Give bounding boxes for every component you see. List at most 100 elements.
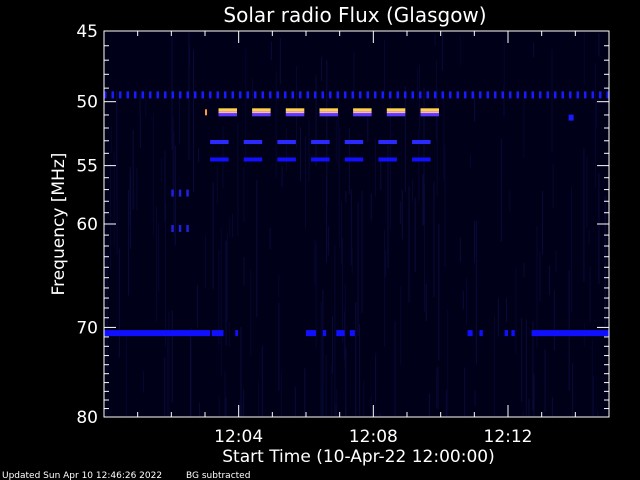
- noise-streak: [225, 397, 227, 417]
- emission-segment: [546, 91, 549, 99]
- emission-segment: [366, 91, 369, 99]
- emission-pulse: [344, 157, 364, 162]
- noise-streak: [224, 372, 226, 417]
- noise-streak: [572, 363, 574, 417]
- emission-layer: [104, 91, 609, 337]
- emission-pulse: [243, 140, 263, 144]
- emission-segment: [299, 91, 302, 99]
- noise-streak: [335, 404, 337, 417]
- noise-streak: [390, 101, 392, 230]
- emission-pulse: [210, 140, 229, 144]
- noise-streak: [243, 257, 245, 286]
- noise-streak: [164, 357, 166, 417]
- noise-streak: [334, 367, 336, 417]
- noise-streak: [596, 99, 598, 127]
- emission-segment: [509, 91, 512, 99]
- noise-streak: [327, 226, 329, 248]
- emission-segment: [464, 91, 467, 99]
- emission-segment: [231, 91, 234, 99]
- emission-burst-bottom: [319, 113, 338, 117]
- emission-segment: [186, 225, 189, 232]
- noise-streak: [436, 60, 437, 141]
- noise-streak: [241, 401, 243, 417]
- noise-streak: [315, 75, 317, 167]
- emission-segment: [171, 91, 174, 99]
- emission-segment: [246, 91, 249, 99]
- noise-streak: [243, 390, 245, 417]
- emission-segment: [164, 91, 167, 99]
- noise-streak: [128, 190, 130, 296]
- emission-pulse: [311, 140, 330, 144]
- emission-segment: [504, 330, 508, 337]
- emission-segment: [314, 91, 317, 99]
- noise-streak: [296, 65, 297, 149]
- noise-streak: [533, 43, 535, 58]
- emission-segment: [291, 91, 294, 99]
- noise-streak: [351, 247, 353, 274]
- noise-streak: [338, 128, 340, 248]
- emission-segment: [516, 91, 519, 99]
- noise-streak: [205, 234, 207, 289]
- noise-streak: [493, 315, 495, 417]
- noise-streak: [412, 179, 414, 202]
- noise-streak: [539, 250, 541, 302]
- emission-burst-bottom: [386, 113, 406, 117]
- emission-segment: [359, 91, 362, 99]
- noise-streak: [423, 87, 425, 225]
- emission-pulse: [412, 140, 431, 144]
- emission-pulse: [210, 157, 229, 162]
- noise-streak: [304, 368, 306, 417]
- emission-segment: [336, 91, 339, 99]
- emission-segment: [224, 91, 227, 99]
- chart-title: Solar radio Flux (Glasgow): [223, 3, 486, 27]
- noise-streak: [278, 302, 280, 391]
- x-tick-label: 12:12: [484, 427, 533, 447]
- noise-streak: [387, 145, 389, 269]
- emission-pulse: [243, 157, 263, 162]
- noise-streak: [370, 193, 372, 221]
- noise-streak: [279, 38, 281, 85]
- noise-streak: [320, 386, 322, 417]
- emission-segment: [374, 91, 377, 99]
- emission-segment: [568, 114, 574, 121]
- emission-segment: [149, 91, 152, 99]
- emission-segment: [396, 91, 399, 99]
- noise-streak: [414, 197, 416, 273]
- emission-segment: [494, 91, 497, 99]
- emission-segment: [329, 91, 332, 99]
- noise-streak: [344, 284, 346, 367]
- noise-streak: [332, 316, 333, 374]
- noise-streak: [129, 166, 131, 226]
- y-axis-label: Frequency [MHz]: [49, 153, 69, 296]
- noise-streak: [327, 243, 329, 256]
- emission-burst-bottom: [218, 113, 237, 117]
- emission-segment: [156, 91, 159, 99]
- noise-streak: [379, 413, 381, 417]
- emission-segment: [336, 330, 345, 337]
- noise-streak: [375, 356, 376, 402]
- noise-streak: [116, 163, 118, 255]
- emission-segment: [239, 91, 242, 99]
- emission-segment: [419, 91, 422, 99]
- noise-streak: [240, 326, 242, 417]
- emission-segment: [306, 91, 309, 99]
- noise-streak: [174, 145, 176, 246]
- emission-burst-mid: [285, 111, 305, 114]
- noise-streak: [598, 33, 600, 57]
- noise-streak: [256, 180, 258, 317]
- noise-streak: [375, 138, 377, 197]
- noise-streak: [145, 86, 147, 118]
- emission-segment: [524, 91, 527, 99]
- noise-streak: [401, 189, 403, 240]
- x-tick-label: 12:04: [214, 427, 263, 447]
- noise-streak: [552, 164, 554, 209]
- noise-streak: [334, 244, 336, 381]
- y-tick-label: 70: [76, 318, 98, 338]
- noise-streak: [305, 135, 306, 229]
- noise-streak: [229, 217, 231, 237]
- emission-segment: [569, 91, 572, 99]
- emission-segment: [411, 91, 414, 99]
- noise-streak: [261, 346, 263, 417]
- noise-streak: [447, 309, 449, 417]
